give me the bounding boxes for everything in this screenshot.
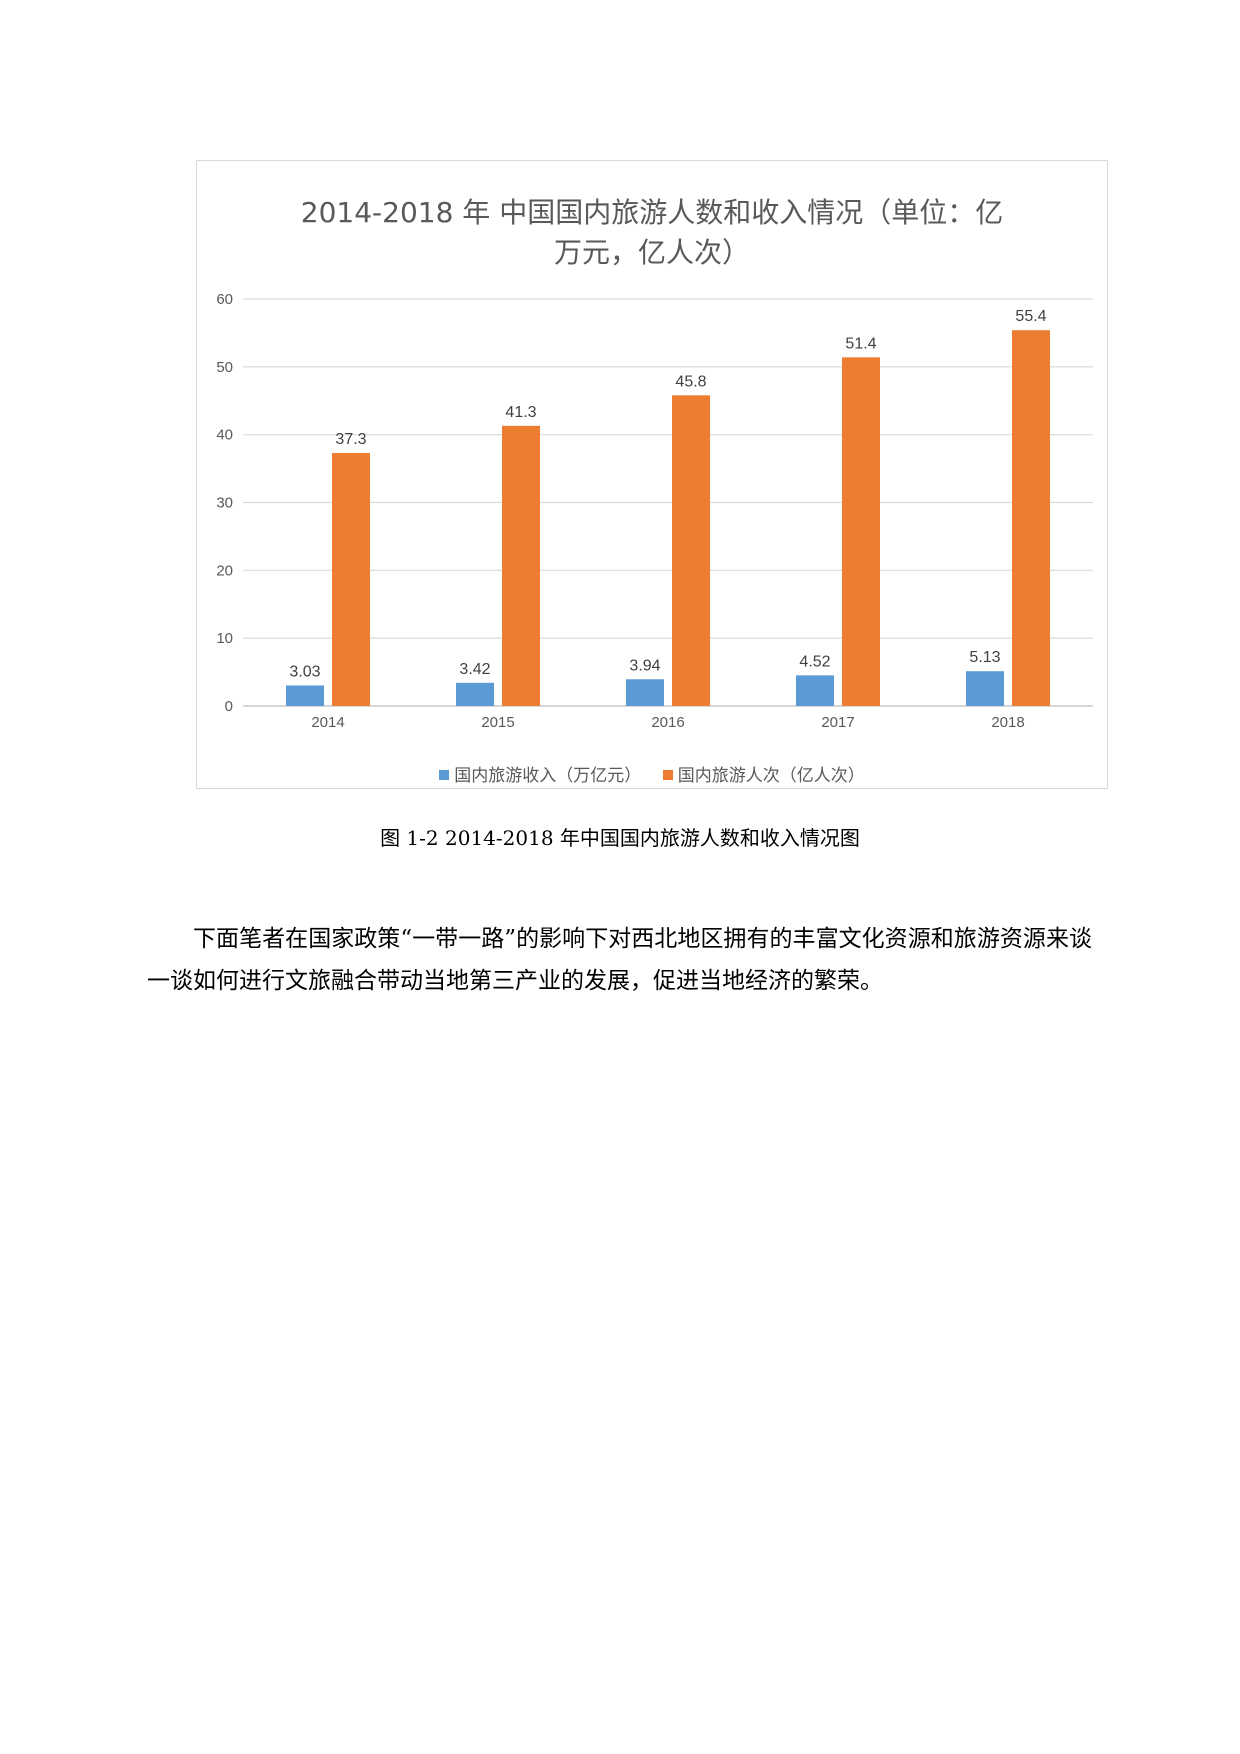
bar-income — [796, 675, 834, 706]
y-tick-label: 40 — [216, 427, 233, 444]
chart-title-line-2: 万元，亿人次） — [553, 236, 750, 269]
data-label-income: 4.52 — [799, 653, 830, 670]
figure-caption: 图 1-2 2014-2018 年中国国内旅游人数和收入情况图 — [380, 826, 860, 850]
x-tick-label: 2018 — [991, 714, 1024, 731]
data-label-income: 3.42 — [459, 661, 490, 678]
x-tick-label: 2017 — [821, 714, 854, 731]
legend-item-visits: 国内旅游人次（亿人次） — [662, 761, 865, 786]
bar-visits — [1012, 330, 1050, 706]
data-label-visits: 45.8 — [675, 373, 706, 390]
x-tick-label: 2014 — [311, 714, 344, 731]
body-paragraph: 下面笔者在国家政策“一带一路”的影响下对西北地区拥有的丰富文化资源和旅游资源来谈… — [147, 926, 1092, 994]
x-tick-label: 2016 — [651, 714, 684, 731]
y-tick-label: 0 — [225, 698, 233, 715]
legend-label-visits: 国内旅游人次（亿人次） — [677, 766, 865, 786]
bar-income — [286, 685, 324, 706]
x-tick-label: 2015 — [481, 714, 514, 731]
chart-title-line-1: 2014-2018 年 中国国内旅游人数和收入情况（单位：亿 — [300, 196, 1004, 229]
bar-visits — [672, 395, 710, 706]
bar-visits — [842, 357, 880, 706]
y-tick-label: 50 — [216, 359, 233, 376]
bar-income — [456, 682, 494, 706]
y-tick-label: 30 — [216, 495, 233, 512]
chart-legend: 国内旅游收入（万亿元） 国内旅游人次（亿人次） — [197, 761, 1107, 786]
data-label-visits: 51.4 — [845, 335, 876, 352]
data-label-visits: 55.4 — [1015, 308, 1046, 325]
data-label-income: 5.13 — [969, 649, 1000, 666]
y-tick-label: 60 — [216, 291, 233, 308]
data-label-income: 3.03 — [289, 663, 320, 680]
data-label-visits: 37.3 — [335, 431, 366, 448]
y-tick-label: 20 — [216, 562, 233, 579]
bar-visits — [502, 425, 540, 706]
legend-swatch-income — [439, 770, 450, 780]
data-label-income: 3.94 — [629, 657, 660, 674]
bar-income — [626, 679, 664, 706]
bar-income — [966, 671, 1004, 706]
bar-chart: 0 10 20 30 40 50 60 2014 3.03 37.3 2015 3.42 41.3 201… — [216, 291, 1093, 731]
legend-swatch-visits — [662, 770, 673, 780]
legend-label-income: 国内旅游收入（万亿元） — [454, 766, 642, 786]
bar-visits — [332, 452, 370, 706]
y-tick-label: 10 — [216, 630, 233, 647]
chart-container: 2014-2018 年 中国国内旅游人数和收入情况（单位：亿 万元，亿人次） 0… — [196, 160, 1108, 789]
data-label-visits: 41.3 — [505, 404, 536, 421]
legend-item-income: 国内旅游收入（万亿元） — [439, 761, 641, 786]
